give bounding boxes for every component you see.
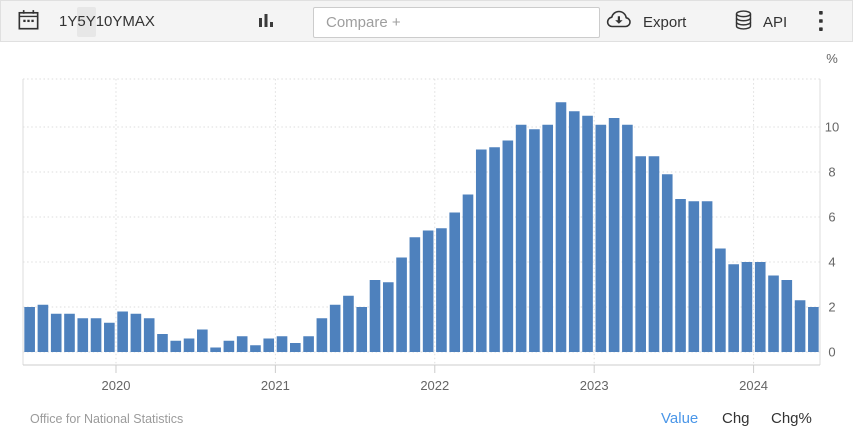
bar-2024-05[interactable] xyxy=(808,307,819,352)
y-axis-label: 8 xyxy=(828,165,835,180)
range-button-5y[interactable]: 5Y xyxy=(77,7,96,37)
source-attribution: Office for National Statistics xyxy=(30,412,184,426)
bar-2023-10[interactable] xyxy=(715,248,726,353)
inflation-bar-chart: 2020 2021 2022 2023 2024 0 2 4 6 8 10% xyxy=(22,51,839,393)
bar-2020-07[interactable] xyxy=(197,329,208,353)
bar-2019-09[interactable] xyxy=(64,313,75,352)
bar-2019-07[interactable] xyxy=(37,304,49,352)
bar-2023-09[interactable] xyxy=(701,201,713,352)
bar-2024-02[interactable] xyxy=(768,275,779,353)
bar-2023-08[interactable] xyxy=(688,201,700,352)
range-button-1y[interactable]: 1Y xyxy=(59,7,77,37)
bar-2020-11[interactable] xyxy=(250,345,261,352)
x-axis-year-label: 2021 xyxy=(261,378,290,393)
export-label: Export xyxy=(643,13,687,31)
bar-2022-10[interactable] xyxy=(555,102,567,352)
bar-2021-03[interactable] xyxy=(303,336,314,352)
bar-2022-11[interactable] xyxy=(568,111,580,352)
bar-2021-08[interactable] xyxy=(369,280,381,352)
more-menu-button[interactable] xyxy=(805,7,837,37)
y-axis-unit-label: % xyxy=(826,51,838,66)
api-button[interactable]: API xyxy=(732,7,787,37)
footer-link-chg-percent[interactable]: Chg% xyxy=(771,410,812,427)
x-axis-year-label: 2020 xyxy=(102,378,131,393)
toolbar: 1Y 5Y 10Y MAX Export xyxy=(0,0,853,42)
bar-2024-03[interactable] xyxy=(781,280,793,352)
bar-2023-06[interactable] xyxy=(661,174,673,352)
bar-2021-11[interactable] xyxy=(409,237,421,352)
bar-2021-10[interactable] xyxy=(396,257,407,353)
bar-2023-04[interactable] xyxy=(635,156,646,352)
bar-2020-06[interactable] xyxy=(183,338,195,353)
bar-2021-12[interactable] xyxy=(422,230,434,353)
bar-2022-12[interactable] xyxy=(582,115,593,352)
export-button[interactable]: Export xyxy=(603,7,686,37)
bar-2020-04[interactable] xyxy=(157,334,168,352)
bar-2021-04[interactable] xyxy=(316,318,328,352)
bar-2022-09[interactable] xyxy=(542,124,554,352)
range-selector: 1Y 5Y 10Y MAX xyxy=(59,7,155,37)
bar-2022-08[interactable] xyxy=(529,129,540,352)
bar-2021-07[interactable] xyxy=(356,307,368,352)
x-axis-year-label: 2024 xyxy=(739,378,768,393)
bar-2022-03[interactable] xyxy=(462,194,474,353)
bar-2023-11[interactable] xyxy=(728,264,739,352)
y-axis-label: 0 xyxy=(828,345,835,360)
y-axis-label: 6 xyxy=(828,210,835,225)
bar-2020-09[interactable] xyxy=(223,340,235,352)
range-button-10y[interactable]: 10Y xyxy=(96,7,123,37)
bar-2022-01[interactable] xyxy=(436,228,447,352)
kebab-menu-icon xyxy=(817,10,825,35)
compare-input[interactable] xyxy=(313,7,600,38)
cloud-download-icon xyxy=(603,8,635,36)
bar-2021-09[interactable] xyxy=(382,282,394,352)
x-axis-year-label: 2022 xyxy=(420,378,449,393)
bar-2020-02[interactable] xyxy=(130,313,142,352)
api-label: API xyxy=(763,13,788,31)
bar-2020-08[interactable] xyxy=(210,347,221,353)
calendar-button[interactable] xyxy=(13,7,43,37)
bar-2021-01[interactable] xyxy=(276,336,288,352)
bar-chart-icon xyxy=(255,10,277,35)
y-axis-label: 10 xyxy=(825,120,839,135)
bar-2022-05[interactable] xyxy=(489,147,500,352)
chart-type-button[interactable] xyxy=(251,7,281,37)
bar-2024-01[interactable] xyxy=(754,262,766,352)
bar-2023-01[interactable] xyxy=(595,124,607,352)
bar-2023-07[interactable] xyxy=(675,199,686,352)
bar-2024-04[interactable] xyxy=(794,300,806,352)
footer-link-chg[interactable]: Chg xyxy=(722,410,750,427)
bar-2020-03[interactable] xyxy=(143,318,155,352)
bar-2019-10[interactable] xyxy=(77,318,89,352)
x-axis-year-label: 2023 xyxy=(580,378,609,393)
bar-2021-05[interactable] xyxy=(329,304,341,352)
y-axis-label: 2 xyxy=(828,300,835,315)
range-button-max[interactable]: MAX xyxy=(122,7,155,37)
bar-2022-02[interactable] xyxy=(449,212,461,353)
bar-2020-05[interactable] xyxy=(170,340,182,352)
bar-2020-10[interactable] xyxy=(236,336,248,352)
y-axis-label: 4 xyxy=(828,255,835,270)
bar-2023-12[interactable] xyxy=(741,262,753,352)
bar-2022-06[interactable] xyxy=(502,140,514,353)
footer-link-value[interactable]: Value xyxy=(661,410,699,427)
bar-2019-12[interactable] xyxy=(104,322,115,352)
bar-2020-12[interactable] xyxy=(263,338,275,353)
bar-2023-05[interactable] xyxy=(648,156,660,352)
bar-2019-06[interactable] xyxy=(24,307,35,352)
bar-2022-04[interactable] xyxy=(475,149,487,353)
bar-2020-01[interactable] xyxy=(117,311,128,353)
calendar-icon xyxy=(15,7,42,37)
bar-2021-06[interactable] xyxy=(343,295,354,352)
bar-2019-08[interactable] xyxy=(50,313,62,352)
bar-2023-03[interactable] xyxy=(622,124,633,352)
bar-2019-11[interactable] xyxy=(90,318,102,352)
bar-2021-02[interactable] xyxy=(289,343,301,352)
bar-2022-07[interactable] xyxy=(515,124,527,352)
database-icon xyxy=(732,8,755,36)
bar-2023-02[interactable] xyxy=(608,118,620,352)
